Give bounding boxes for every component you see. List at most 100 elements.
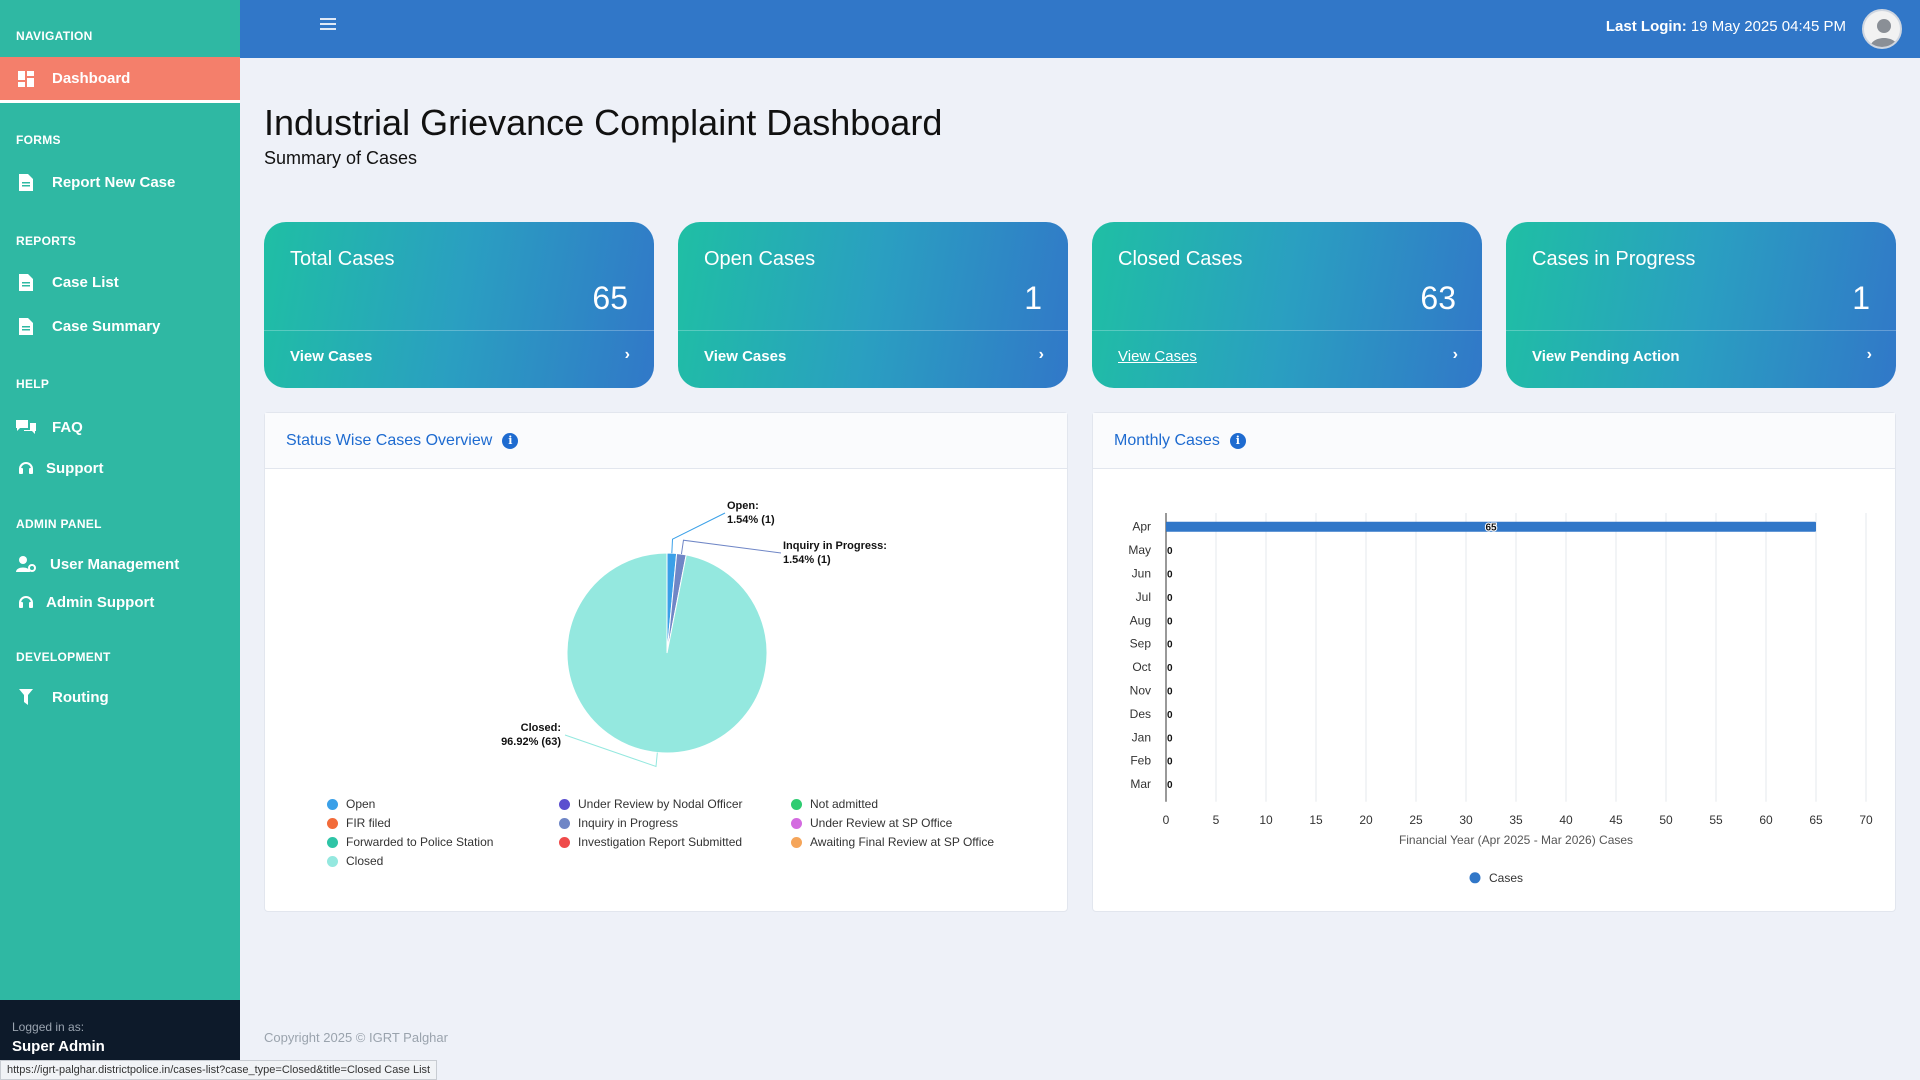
sidebar-item-label: FAQ (52, 418, 83, 436)
footer-copyright: Copyright 2025 © IGRT Palghar (264, 1030, 448, 1045)
legend-marker (327, 817, 338, 829)
legend-item[interactable]: Under Review at SP Office (791, 816, 952, 830)
menu-toggle-icon[interactable] (320, 18, 336, 32)
browser-status-url: https://igrt-palghar.districtpolice.in/c… (0, 1060, 438, 1080)
sidebar-item-routing[interactable]: Routing (0, 677, 240, 717)
sidebar-item-label: Case Summary (52, 317, 161, 335)
data-label: 0 (1167, 757, 1173, 768)
legend-label: Not admitted (810, 797, 879, 811)
legend-item[interactable]: Under Review by Nodal Officer (559, 797, 743, 811)
pie-label-name: Closed: (521, 722, 561, 734)
chevron-right-icon[interactable]: › (1038, 346, 1044, 363)
sidebar-item-support[interactable]: Support (0, 448, 240, 488)
view-cases-link[interactable]: View Cases (704, 348, 787, 365)
chat-bubbles-icon (16, 417, 36, 437)
info-icon[interactable]: i (502, 432, 519, 449)
card-closed-cases: Closed Cases 63 View Cases › (1092, 222, 1482, 388)
x-tick-label: 25 (1409, 813, 1423, 827)
headset-icon (16, 592, 36, 612)
legend-marker (1469, 872, 1481, 884)
legend-label: Under Review by Nodal Officer (578, 797, 743, 811)
x-tick-label: 10 (1259, 813, 1273, 827)
data-label: 0 (1167, 570, 1173, 581)
x-tick-label: 15 (1309, 813, 1323, 827)
x-tick-label: 50 (1659, 813, 1673, 827)
card-value: 63 (1420, 280, 1456, 316)
legend-label: Cases (1489, 871, 1523, 885)
nav-heading-development: DEVELOPMENT (16, 650, 111, 664)
data-label: 0 (1167, 733, 1173, 744)
view-cases-link[interactable]: View Cases (290, 348, 373, 365)
sidebar-item-label: Dashboard (52, 70, 131, 87)
legend-item[interactable]: Open (327, 797, 375, 811)
sidebar-item-admin-support[interactable]: Admin Support (0, 582, 240, 622)
legend-item[interactable]: Awaiting Final Review at SP Office (791, 835, 994, 849)
legend-label: Investigation Report Submitted (578, 835, 743, 849)
card-divider (1506, 330, 1896, 331)
sidebar-item-report-new-case[interactable]: Report New Case (0, 162, 240, 202)
view-cases-link[interactable]: View Cases (1118, 348, 1197, 365)
sidebar-item-case-list[interactable]: Case List (0, 262, 240, 302)
y-tick-label: Nov (1130, 684, 1151, 698)
dashboard-icon (16, 69, 36, 89)
legend-item[interactable]: Forwarded to Police Station (327, 835, 493, 849)
legend-item[interactable]: FIR filed (327, 816, 391, 830)
legend-label: Under Review at SP Office (810, 816, 953, 830)
sidebar-item-label: Report New Case (52, 173, 176, 191)
data-label: 65 (1485, 523, 1497, 534)
card-divider (264, 330, 654, 331)
x-tick-label: 0 (1163, 813, 1170, 827)
data-label: 0 (1167, 616, 1173, 627)
info-icon[interactable]: i (1229, 432, 1246, 449)
chevron-right-icon[interactable]: › (1452, 346, 1458, 363)
nav-heading-admin: ADMIN PANEL (16, 517, 102, 531)
chevron-right-icon[interactable]: › (1866, 346, 1872, 363)
y-tick-label: Jul (1136, 590, 1151, 604)
view-pending-action-link[interactable]: View Pending Action (1532, 348, 1680, 365)
card-title: Closed Cases (1118, 248, 1243, 270)
legend-item[interactable]: Inquiry in Progress (559, 816, 678, 830)
sidebar-item-user-management[interactable]: User Management (0, 544, 240, 584)
x-tick-label: 55 (1709, 813, 1723, 827)
data-label: 0 (1167, 687, 1173, 698)
legend-label: Forwarded to Police Station (346, 835, 494, 849)
avatar[interactable] (1862, 9, 1902, 49)
x-tick-label: 60 (1759, 813, 1773, 827)
legend-marker (791, 836, 802, 848)
y-tick-label: Feb (1130, 754, 1151, 768)
pie-label-leader (680, 539, 782, 555)
panel-title: Status Wise Cases Overview (286, 431, 493, 449)
nav-heading-forms: FORMS (16, 133, 61, 147)
file-icon (16, 316, 36, 336)
pie-label-detail: 1.54% (1) (783, 554, 831, 566)
panel-title: Monthly Cases (1114, 431, 1220, 449)
sidebar-item-case-summary[interactable]: Case Summary (0, 306, 240, 346)
x-tick-label: 70 (1859, 813, 1873, 827)
card-total-cases: Total Cases 65 View Cases › (264, 222, 654, 388)
sidebar-item-label: Support (46, 459, 104, 477)
legend-item[interactable]: Not admitted (791, 797, 878, 811)
y-tick-label: Des (1130, 707, 1151, 721)
card-open-cases: Open Cases 1 View Cases › (678, 222, 1068, 388)
file-icon (16, 172, 36, 192)
status-overview-panel: Status Wise Cases Overview i Open: 1.54% … (264, 412, 1068, 912)
nav-heading-help: HELP (16, 377, 50, 391)
card-divider (678, 330, 1068, 331)
data-label: 0 (1167, 593, 1173, 604)
pie-label-name: Inquiry in Progress: (783, 540, 887, 552)
data-label: 0 (1167, 780, 1173, 791)
legend-marker (327, 855, 338, 867)
x-tick-label: 45 (1609, 813, 1623, 827)
legend-item[interactable]: Closed (327, 854, 383, 868)
last-login-value: 19 May 2025 04:45 PM (1690, 18, 1846, 35)
chevron-right-icon[interactable]: › (624, 346, 630, 363)
card-title: Total Cases (290, 248, 395, 270)
legend-item[interactable]: Investigation Report Submitted (559, 835, 742, 849)
sidebar-item-faq[interactable]: FAQ (0, 407, 240, 447)
card-value: 1 (1024, 280, 1042, 316)
sidebar-item-dashboard[interactable]: Dashboard (0, 57, 240, 103)
y-tick-label: May (1128, 543, 1151, 557)
logged-in-user: Super Admin (12, 1038, 105, 1055)
x-axis-label: Financial Year (Apr 2025 - Mar 2026) Cas… (1399, 833, 1633, 847)
card-title: Cases in Progress (1532, 248, 1696, 270)
